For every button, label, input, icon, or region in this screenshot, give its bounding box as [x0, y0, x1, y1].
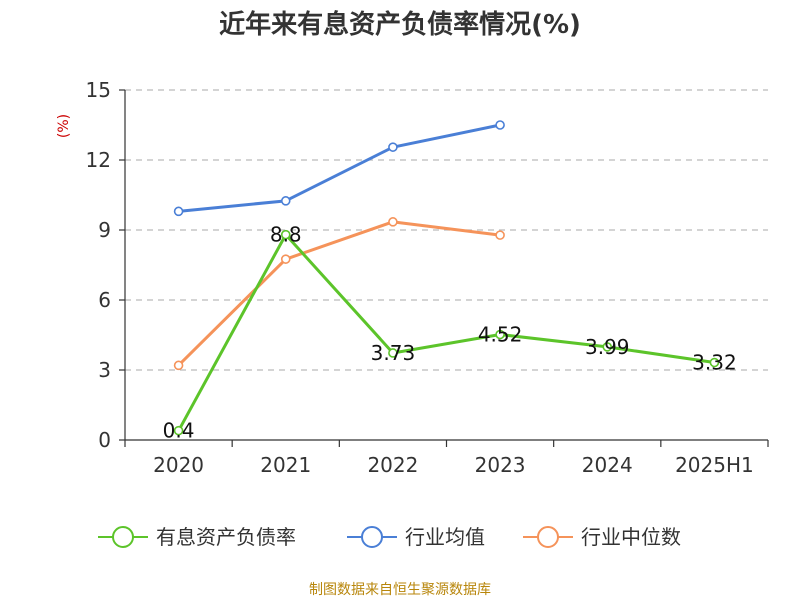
data-point [173, 206, 184, 217]
legend: 有息资产负债率 行业均值 行业中位数 [98, 525, 681, 549]
x-tick-label: 2022 [367, 453, 418, 477]
legend-label: 有息资产负债率 [156, 525, 296, 549]
data-label: 3.32 [692, 351, 737, 375]
y-tick-label: 0 [98, 428, 111, 452]
legend-marker [112, 526, 134, 548]
data-point [280, 196, 291, 206]
chart-title: 近年来有息资产负债率情况(%) [219, 9, 581, 40]
data-point [388, 142, 398, 152]
data-label: 3.73 [371, 341, 416, 365]
legend-label: 行业中位数 [581, 525, 681, 549]
legend-marker [537, 526, 559, 548]
data-label: 8.8 [270, 223, 302, 247]
axes [119, 89, 769, 447]
y-tick-label: 15 [86, 78, 111, 102]
data-labels: 0.4 8.8 3.73 4.52 3.99 3.32 [163, 223, 737, 443]
y-tick-label: 9 [98, 218, 111, 242]
source-note: 制图数据来自恒生聚源数据库 [309, 582, 491, 598]
y-tick-label: 12 [86, 148, 111, 172]
data-point [173, 425, 184, 436]
y-tick-label: 3 [98, 358, 111, 382]
legend-marker [361, 526, 383, 548]
data-point [495, 329, 505, 340]
data-point [709, 357, 720, 368]
x-tick-label: 2020 [153, 453, 204, 477]
series-lines [173, 120, 720, 436]
tick-labels: 0 3 6 9 12 15 2020 2021 2022 2023 2024 2025H1 [86, 78, 754, 477]
grid-lines [125, 89, 768, 371]
x-tick-label: 2025H1 [675, 453, 754, 477]
y-tick-label: 6 [98, 288, 111, 312]
x-tick-label: 2023 [475, 453, 526, 477]
data-point [602, 342, 613, 352]
data-point [173, 360, 184, 371]
data-point [388, 348, 398, 358]
x-tick-label: 2024 [582, 453, 633, 477]
legend-label: 行业均值 [405, 525, 485, 549]
data-label: 0.4 [163, 419, 195, 443]
data-point [280, 229, 291, 240]
data-point [495, 230, 505, 240]
data-label: 4.52 [478, 323, 523, 347]
series-line [177, 233, 715, 432]
data-point [280, 254, 291, 264]
data-point [495, 120, 505, 130]
x-tick-label: 2021 [260, 453, 311, 477]
series-line [178, 123, 501, 213]
y-axis-unit: (%) [56, 114, 72, 138]
data-label: 3.99 [585, 335, 630, 359]
series-line [177, 220, 501, 367]
data-point [388, 217, 398, 227]
